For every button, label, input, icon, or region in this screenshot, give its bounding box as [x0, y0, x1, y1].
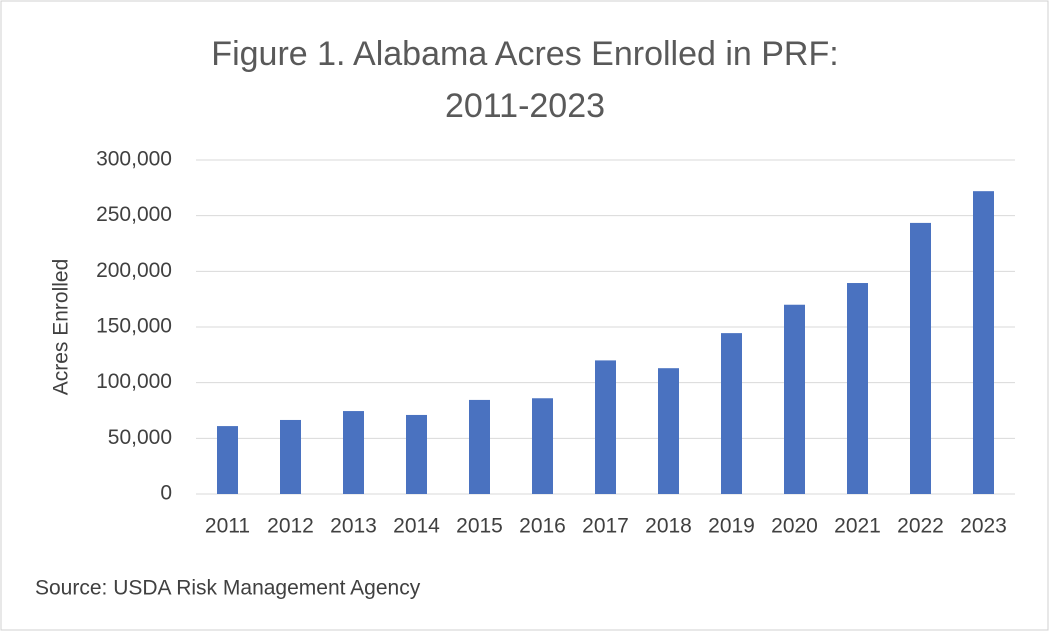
x-tick-label: 2016: [519, 515, 566, 538]
x-tick-label: 2012: [267, 515, 314, 538]
x-tick-label: 2019: [708, 515, 755, 538]
bar: [469, 399, 490, 494]
bar: [280, 419, 301, 494]
y-tick-label: 250,000: [96, 203, 172, 226]
bar: [910, 222, 931, 495]
x-tick-label: 2023: [960, 515, 1007, 538]
bar: [973, 191, 994, 494]
x-tick-label: 2022: [897, 515, 944, 538]
bar: [658, 368, 679, 494]
bar: [343, 411, 364, 494]
bar: [406, 414, 427, 494]
y-tick-label: 100,000: [96, 370, 172, 393]
x-tick-label: 2014: [393, 515, 440, 538]
bar: [217, 426, 238, 494]
x-tick-label: 2018: [645, 515, 692, 538]
chart-title: Figure 1. Alabama Acres Enrolled in PRF:…: [211, 35, 839, 125]
bar: [595, 360, 616, 494]
y-tick-label: 150,000: [96, 315, 172, 338]
bar: [721, 333, 742, 494]
x-tick-label: 2020: [771, 515, 818, 538]
bar: [784, 304, 805, 494]
bar: [532, 398, 553, 494]
y-tick-label: 300,000: [96, 148, 172, 171]
y-tick-label: 0: [160, 482, 172, 505]
x-tick-label: 2015: [456, 515, 503, 538]
source-note: Source: USDA Risk Management Agency: [35, 577, 421, 600]
y-tick-label: 50,000: [108, 426, 172, 449]
x-tick-label: 2021: [834, 515, 881, 538]
x-tick-label: 2013: [330, 515, 377, 538]
y-tick-label: 200,000: [96, 259, 172, 282]
y-axis-label: Acres Enrolled: [50, 259, 73, 396]
x-tick-label: 2011: [205, 515, 250, 538]
x-tick-label: 2017: [582, 515, 629, 538]
bar: [847, 283, 868, 494]
